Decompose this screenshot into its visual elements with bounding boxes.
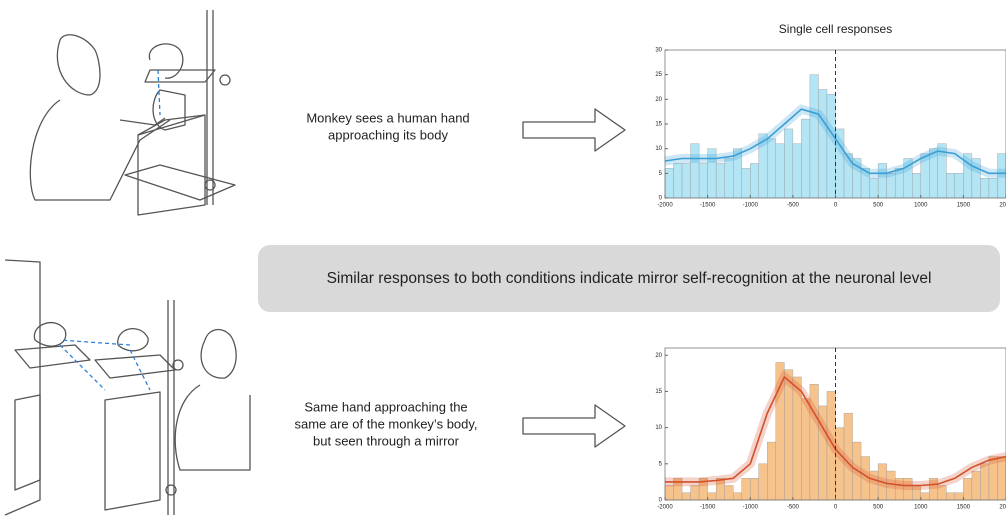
bar [946, 173, 955, 198]
bar [767, 139, 776, 198]
y-tick-label: 30 [655, 48, 662, 54]
x-tick-label: 0 [834, 505, 838, 511]
y-tick-label: 10 [655, 425, 662, 431]
bar [708, 493, 717, 500]
bar [980, 178, 989, 198]
sketch-bottom [5, 260, 250, 515]
y-tick-label: 20 [655, 353, 662, 359]
bar [989, 178, 998, 198]
bar [699, 163, 708, 198]
bar [818, 89, 827, 198]
y-tick-label: 5 [659, 171, 663, 177]
y-tick-label: 20 [655, 97, 662, 103]
bar [980, 464, 989, 500]
sketch-top [30, 10, 235, 215]
bar [784, 370, 793, 500]
x-tick-label: 1000 [914, 203, 928, 209]
bar [750, 478, 759, 500]
bar [759, 464, 768, 500]
bar [921, 493, 930, 500]
bar [836, 428, 845, 500]
arrow [523, 109, 625, 151]
x-tick-label: 1500 [957, 203, 971, 209]
bar [997, 457, 1006, 500]
bar [733, 493, 742, 500]
bar [793, 144, 802, 198]
x-tick-label: 2000 [999, 203, 1006, 209]
x-tick-label: 0 [834, 203, 838, 209]
x-tick-label: -500 [787, 203, 800, 209]
bar [767, 442, 776, 500]
x-tick-label: 500 [873, 203, 884, 209]
bar [665, 486, 674, 500]
bar [955, 173, 964, 198]
arrow [523, 405, 625, 447]
bar [784, 129, 793, 198]
y-tick-label: 5 [659, 461, 663, 467]
bar [827, 94, 836, 198]
bar [955, 493, 964, 500]
bar [742, 168, 751, 198]
y-tick-label: 15 [655, 122, 662, 128]
x-tick-label: -1000 [743, 505, 759, 511]
x-tick-label: -2000 [657, 203, 673, 209]
bar [725, 486, 734, 500]
bar [682, 493, 691, 500]
x-tick-label: -2000 [657, 505, 673, 511]
x-tick-label: -500 [787, 505, 800, 511]
figure: Similar responses to both conditions ind… [0, 0, 1006, 528]
y-tick-label: 15 [655, 389, 662, 395]
chart-title: Single cell responses [779, 22, 892, 36]
bar [750, 163, 759, 198]
x-tick-label: -1000 [743, 203, 759, 209]
caption-line: but seen through a mirror [313, 433, 460, 448]
caption-line: Monkey sees a human hand [306, 110, 469, 125]
x-tick-label: 1500 [957, 505, 971, 511]
y-tick-label: 0 [659, 196, 663, 202]
bar [972, 471, 981, 500]
bar [810, 75, 819, 198]
bar [674, 163, 683, 198]
bar [801, 399, 810, 500]
bar [742, 478, 751, 500]
bar [912, 173, 921, 198]
bar [682, 163, 691, 198]
bar [691, 486, 700, 500]
bar [870, 178, 879, 198]
caption-line: approaching its body [328, 127, 448, 142]
bar [776, 144, 785, 198]
bar [878, 163, 887, 198]
x-tick-label: 500 [873, 505, 884, 511]
y-tick-label: 25 [655, 72, 662, 78]
bar [725, 159, 734, 198]
x-tick-label: 2000 [999, 505, 1006, 511]
bar [716, 163, 725, 198]
caption-line: same are of the monkey’s body, [294, 416, 477, 431]
x-tick-label: -1500 [700, 203, 716, 209]
bar [946, 493, 955, 500]
bar [801, 119, 810, 198]
x-tick-label: 1000 [914, 505, 928, 511]
y-tick-label: 10 [655, 146, 662, 152]
x-tick-label: -1500 [700, 505, 716, 511]
bar [691, 144, 700, 198]
y-tick-label: 0 [659, 498, 663, 504]
banner-text: Similar responses to both conditions ind… [327, 270, 932, 287]
caption-line: Same hand approaching the [304, 399, 467, 414]
bar [963, 478, 972, 500]
